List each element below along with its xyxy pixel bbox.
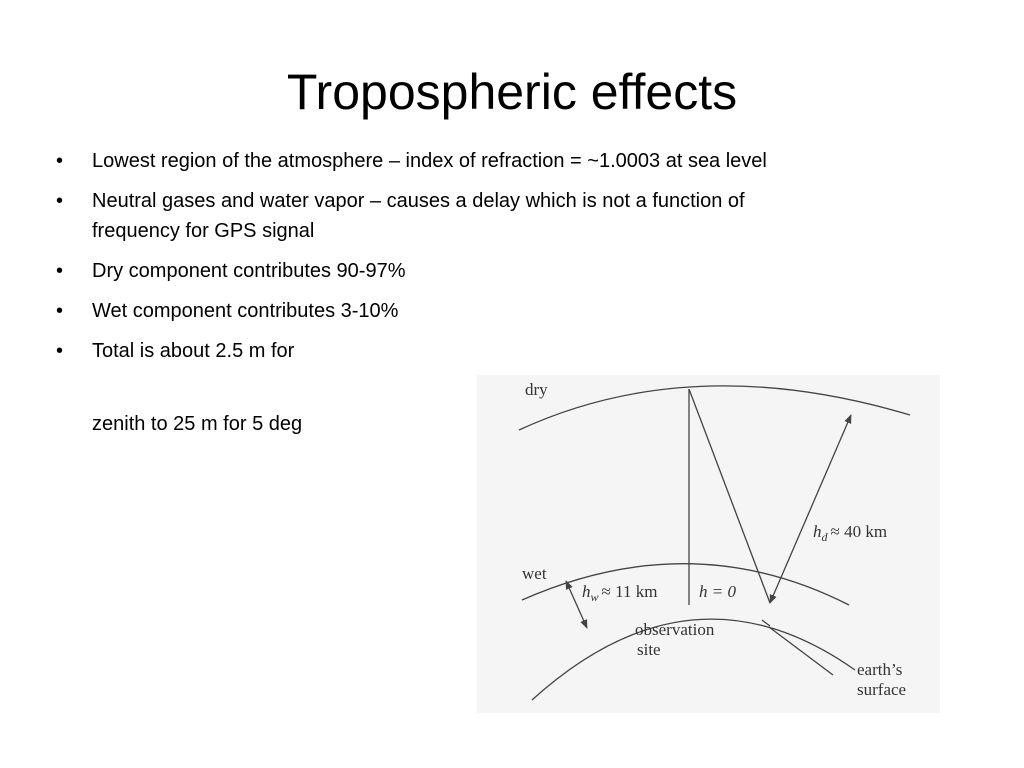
hd-arrow [769, 414, 852, 604]
hw-text: ≈ 11 km [602, 582, 658, 601]
bullet-item: Total is about 2.5 m for [52, 336, 822, 366]
surface-label-1: earth’s [857, 660, 902, 679]
bullet-item: Wet component contributes 3-10% [52, 296, 822, 326]
dry-boundary [518, 385, 911, 431]
site-label-2: site [637, 640, 661, 659]
troposphere-diagram: dry wet hd ≈ 40 km hw ≈ 11 km h = 0 observ… [477, 375, 940, 713]
bullet-continuation: zenith to 25 m for 5 deg [92, 413, 303, 435]
surface-label-2: surface [857, 680, 906, 699]
hd-label: hd ≈ 40 km [813, 522, 887, 544]
hw-symbol: h [582, 582, 591, 601]
earth-surface [531, 618, 856, 701]
surface-hatching [761, 619, 834, 676]
bullet-list: Lowest region of the atmosphere – index … [52, 146, 822, 376]
hd-text: ≈ 40 km [831, 522, 888, 541]
dry-label: dry [525, 380, 548, 399]
slide-title: Tropospheric effects [286, 64, 738, 120]
hw-label: hw ≈ 11 km [582, 582, 657, 604]
bullet-item: Neutral gases and water vapor – causes a… [52, 186, 822, 246]
hw-arrow [565, 580, 588, 629]
bullet-item: Dry component contributes 90-97% [52, 256, 822, 286]
hw-subscript: w [591, 590, 599, 604]
site-label-1: observation [635, 620, 715, 639]
slant-line [688, 388, 771, 604]
wet-label: wet [522, 564, 547, 583]
hd-subscript: d [822, 530, 829, 544]
hd-symbol: h [813, 522, 822, 541]
bullet-item: Lowest region of the atmosphere – index … [52, 146, 822, 176]
diagram-background [477, 375, 940, 713]
h0-label: h = 0 [699, 582, 736, 601]
